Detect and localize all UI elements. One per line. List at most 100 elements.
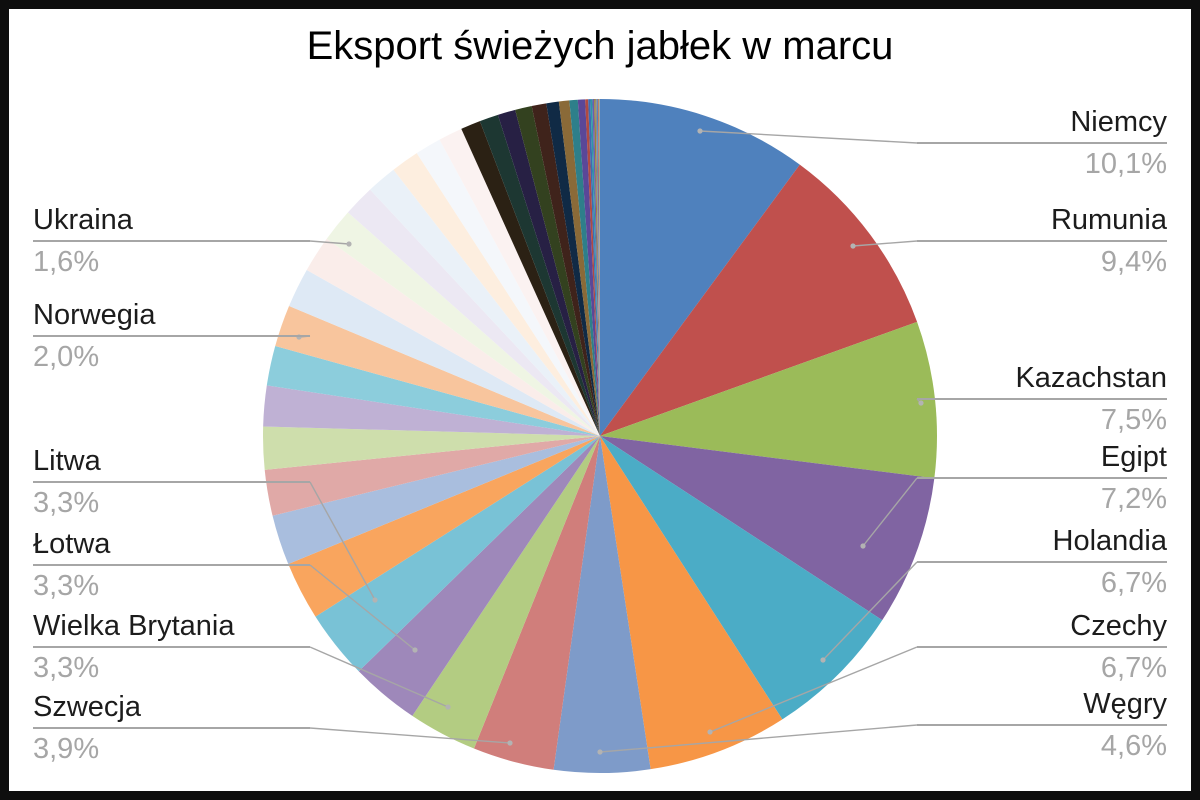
pie-slice (531, 103, 600, 436)
slice-label: Litwa 3,3% (33, 441, 310, 523)
slice-label: Holandia 6,7% (917, 521, 1167, 603)
slice-label-percent: 3,9% (33, 733, 100, 765)
pie-slice (315, 436, 600, 672)
pie-slice (600, 436, 783, 770)
slice-label-percent: 10,1% (1084, 148, 1167, 180)
leader-line (309, 481, 376, 601)
leader-line (309, 727, 511, 744)
slice-label-percent: 4,6% (1100, 730, 1167, 762)
slice-label-name: Holandia (917, 521, 1167, 563)
pie-slice (263, 385, 600, 436)
slice-label: Węgry 4,6% (917, 684, 1167, 766)
slice-label: Wielka Brytania 3,3% (33, 606, 310, 688)
pie-slice (412, 436, 600, 749)
pie-slice (598, 98, 600, 436)
leader-dot (445, 704, 451, 710)
slice-label: Norwegia 2,0% (33, 295, 310, 377)
slice-label-percent: 6,7% (1100, 567, 1167, 599)
leader-dot (507, 740, 513, 746)
pie-slice (347, 189, 600, 436)
slice-label-name: Łotwa (33, 524, 310, 566)
pie-slice (600, 99, 800, 436)
slice-label: Czechy 6,7% (917, 606, 1167, 688)
slice-label-name: Litwa (33, 441, 310, 483)
slice-label-name: Kazachstan (917, 358, 1167, 400)
slice-label: Ukraina 1,6% (33, 200, 310, 282)
pie-slice (577, 99, 600, 436)
pie-slice (358, 436, 600, 716)
leader-dot (412, 647, 418, 653)
pie-slice (553, 436, 651, 774)
pie-slice (326, 212, 600, 436)
leader-dot (346, 241, 352, 247)
pie-slice (479, 114, 600, 436)
pie-slice (289, 269, 600, 436)
pie-slice (592, 99, 600, 437)
pie-slice (590, 99, 600, 436)
pie-slice (515, 106, 600, 436)
slice-label: Rumunia 9,4% (917, 200, 1167, 282)
slice-label-percent: 7,2% (1100, 483, 1167, 515)
pie-slice (558, 100, 600, 437)
leader-dot (697, 128, 703, 134)
pie-slice (600, 321, 937, 479)
leader-line (699, 130, 918, 144)
slice-label: Łotwa 3,3% (33, 524, 310, 606)
slice-label-percent: 3,3% (33, 487, 100, 519)
slice-label-name: Wielka Brytania (33, 606, 310, 648)
pie-slice (461, 121, 600, 436)
slice-label-percent: 7,5% (1100, 404, 1167, 436)
leader-line (709, 646, 918, 733)
pie-slice (585, 99, 600, 437)
leader-dot (850, 243, 856, 249)
chart-title: Eksport świeżych jabłek w marcu (306, 24, 894, 68)
pie-slice (596, 99, 600, 437)
slice-label: Egipt 7,2% (917, 437, 1167, 519)
pie-slice (497, 109, 600, 436)
pie-slice (264, 436, 600, 516)
pie-slice (262, 426, 600, 470)
pie-slice (595, 99, 600, 436)
pie-slice (416, 139, 600, 437)
slice-label-name: Norwegia (33, 295, 310, 337)
slice-label-name: Czechy (917, 606, 1167, 648)
pie-slice (600, 164, 918, 437)
pie-slice (600, 436, 883, 720)
leader-dot (820, 657, 826, 663)
slice-label-percent: 3,3% (33, 652, 100, 684)
slice-label-name: Węgry (917, 684, 1167, 726)
slice-label-percent: 6,7% (1100, 652, 1167, 684)
pie-slice (473, 436, 600, 770)
leader-line (309, 646, 449, 708)
slice-label-percent: 3,3% (33, 570, 100, 602)
leader-dot (918, 400, 924, 406)
leader-dot (860, 543, 866, 549)
pie-slice (597, 99, 600, 436)
slice-label-percent: 1,6% (33, 246, 100, 278)
leader-line (309, 240, 350, 245)
slice-label-percent: 9,4% (1100, 246, 1167, 278)
pie-slice (288, 436, 600, 617)
slice-label-name: Egipt (917, 437, 1167, 479)
slice-label-name: Niemcy (917, 102, 1167, 144)
pie-slice (266, 346, 600, 436)
slice-label: Szwecja 3,9% (33, 687, 310, 769)
slice-label: Kazachstan 7,5% (917, 358, 1167, 440)
pie-slice (439, 128, 600, 437)
pie-slice (588, 99, 600, 436)
pie-slice (569, 99, 600, 436)
slice-label: Niemcy 10,1% (917, 102, 1167, 184)
leader-line (822, 561, 918, 661)
pie-slice (306, 238, 600, 436)
slice-label-name: Szwecja (33, 687, 310, 729)
pie-slice (275, 306, 600, 436)
leader-line (852, 240, 918, 247)
leader-line (309, 564, 416, 651)
leader-line (599, 724, 918, 753)
pie-slice (600, 436, 935, 621)
pie-slice (393, 153, 600, 436)
leader-line (862, 477, 918, 547)
pie-slice (594, 99, 600, 436)
